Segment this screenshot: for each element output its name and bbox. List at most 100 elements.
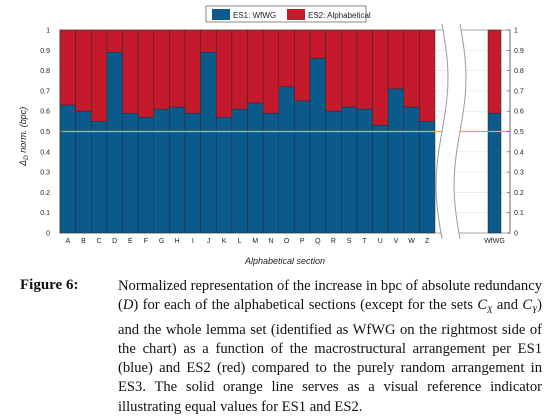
x-tick-label: G xyxy=(159,238,164,245)
x-tick-label: C xyxy=(97,238,102,245)
bar-es2 xyxy=(75,29,92,112)
legend-swatch-es1 xyxy=(212,9,230,20)
x-tick-label: Q xyxy=(315,238,321,245)
x-tick-label: F xyxy=(144,238,148,245)
bar-es1 xyxy=(356,108,373,234)
bar-es2 xyxy=(325,29,342,112)
legend-label-es1: ES1: WfWG xyxy=(233,11,276,20)
axis-break-line xyxy=(435,23,449,240)
x-tick-label: K xyxy=(222,238,227,245)
bar-es2 xyxy=(278,29,295,88)
bar-es1 xyxy=(387,88,404,234)
y-tick-label: 0.1 xyxy=(40,210,50,217)
x-tick-label: H xyxy=(175,238,180,245)
bar-es2 xyxy=(247,29,264,104)
bar-es1 xyxy=(341,106,358,234)
bar-es2 xyxy=(341,29,358,108)
axis-break-line xyxy=(453,23,467,240)
axis-break-gap xyxy=(436,24,466,239)
caption-text: Normalized representation of the increas… xyxy=(118,278,542,415)
y-tick-label-right: 0.6 xyxy=(514,109,524,116)
legend-box xyxy=(205,5,367,23)
y-tick-label-right: 0 xyxy=(514,231,518,238)
plot-area: A B C D E F G H I J K L M N O P Q R S T U V W Z WfWG 0 0 0.1 0.1 0.2 0… xyxy=(40,23,524,245)
bar-es2 xyxy=(387,29,404,90)
bar-es2 xyxy=(403,29,420,108)
bar-es1 xyxy=(231,108,248,234)
bar-es1 xyxy=(419,121,436,234)
bar-es2 xyxy=(137,29,154,118)
x-tick-label: U xyxy=(378,238,383,245)
bar-es1 xyxy=(278,86,295,234)
x-tick-label: M xyxy=(252,238,258,245)
x-tick-label: O xyxy=(284,238,290,245)
bar-es2-wfwg xyxy=(487,29,502,114)
bar-es2 xyxy=(356,29,373,110)
y-tick-label: 0.9 xyxy=(40,48,50,55)
x-tick-label: Z xyxy=(425,238,430,245)
x-tick-label: A xyxy=(65,238,70,245)
bar-es2 xyxy=(372,29,389,126)
y-tick-label-right: 0.8 xyxy=(514,68,524,75)
y-axis-label-text: ΔD norm. (bpc) xyxy=(18,107,30,167)
bar-es1 xyxy=(75,110,92,234)
y-axis-label: ΔD norm. (bpc) xyxy=(18,107,30,167)
bar-es1 xyxy=(106,52,123,234)
y-tick-label-right: 1 xyxy=(514,28,518,35)
bar-es1 xyxy=(372,125,389,234)
bar-es2 xyxy=(200,29,217,53)
bar-es2 xyxy=(122,29,139,114)
x-tick-label: V xyxy=(394,238,399,245)
bar-es1 xyxy=(247,102,264,234)
bar-es2 xyxy=(231,29,248,110)
x-axis-label: Alphabetical section xyxy=(244,256,325,266)
bar-es2 xyxy=(91,29,108,122)
x-tick-label: N xyxy=(268,238,273,245)
bar-es1 xyxy=(325,110,342,234)
y-tick-label-right: 0.7 xyxy=(514,88,524,95)
legend-label-es2: ES2: Alphabetical xyxy=(308,11,371,20)
y-tick-label: 0.8 xyxy=(40,68,50,75)
bar-es1 xyxy=(403,106,420,234)
y-tick-label-right: 0.3 xyxy=(514,170,524,177)
bar-es2 xyxy=(294,29,311,102)
bar-es1 xyxy=(91,121,108,234)
bar-es2 xyxy=(106,29,123,53)
y-tick-label: 1 xyxy=(46,28,50,35)
bar-es2 xyxy=(169,29,186,108)
bar-es1 xyxy=(200,52,217,234)
x-tick-label: I xyxy=(192,238,194,245)
bar-es2 xyxy=(262,29,279,114)
bar-es2 xyxy=(59,29,76,106)
x-tick-label: P xyxy=(300,238,305,245)
x-tick-label: R xyxy=(331,238,336,245)
y-tick-label: 0.2 xyxy=(40,190,50,197)
x-tick-label: S xyxy=(347,238,352,245)
bar-es1 xyxy=(59,104,76,234)
x-tick-label: E xyxy=(128,238,133,245)
x-tick-label: J xyxy=(207,238,211,245)
y-tick-label-right: 0.5 xyxy=(514,129,524,136)
x-tick-label: D xyxy=(112,238,117,245)
y-tick-label: 0.5 xyxy=(40,129,50,136)
bar-es2 xyxy=(309,29,326,59)
bar-es1 xyxy=(169,106,186,234)
y-tick-label: 0.4 xyxy=(40,149,50,156)
bar-es1-wfwg xyxy=(487,112,502,234)
y-tick-label-right: 0.9 xyxy=(514,48,524,55)
y-tick-label-right: 0.1 xyxy=(514,210,524,217)
bar-es2 xyxy=(184,29,201,114)
bar-es2 xyxy=(153,29,170,110)
bar-es2 xyxy=(216,29,233,118)
y-tick-label: 0.6 xyxy=(40,109,50,116)
stacked-bar-chart: A B C D E F G H I J K L M N O P Q R S T U V W Z WfWG 0 0 0.1 0.1 0.2 0… xyxy=(18,5,524,266)
legend-swatch-es2 xyxy=(287,9,305,20)
x-tick-label: L xyxy=(238,238,242,245)
y-tick-label-right: 0.2 xyxy=(514,190,524,197)
x-tick-label: T xyxy=(363,238,368,245)
x-tick-label: W xyxy=(408,238,415,245)
caption-label: Figure 6: xyxy=(20,277,79,293)
y-tick-label: 0.3 xyxy=(40,170,50,177)
legend: ES1: WfWG ES2: Alphabetical xyxy=(205,5,371,23)
bar-es2 xyxy=(419,29,436,122)
